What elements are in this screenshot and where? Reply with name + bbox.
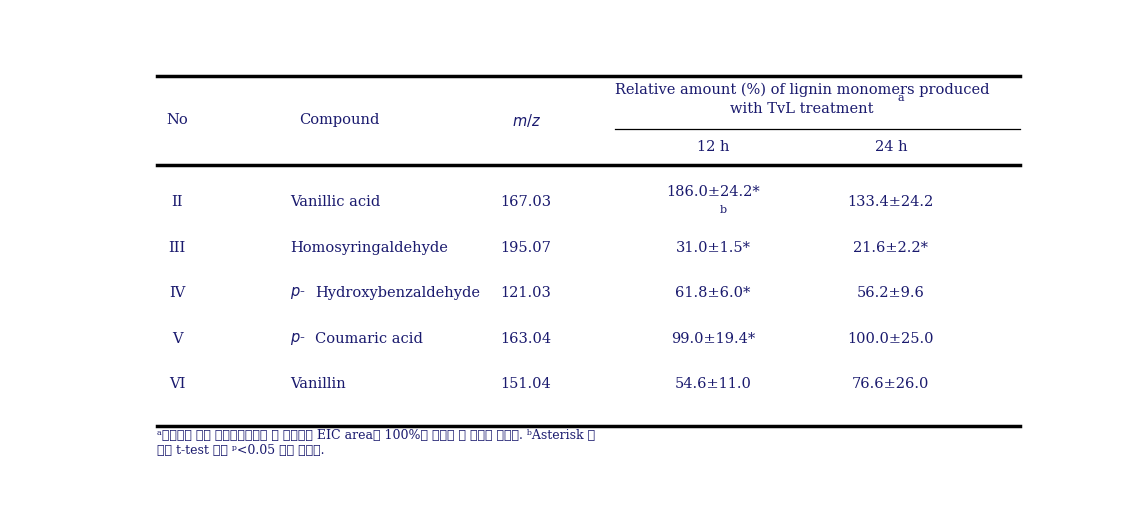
Text: Compound: Compound [298,113,380,127]
Text: 151.04: 151.04 [501,377,551,391]
Text: 163.04: 163.04 [501,332,552,346]
Text: 99.0±19.4*: 99.0±19.4* [670,332,755,346]
Text: 12 h: 12 h [697,140,729,154]
Text: VI: VI [169,377,186,391]
Text: 54.6±11.0: 54.6±11.0 [675,377,751,391]
Text: 31.0±1.5*: 31.0±1.5* [675,241,751,255]
Text: II: II [171,195,183,209]
Text: IV: IV [169,286,186,300]
Text: V: V [172,332,183,346]
Text: 186.0±24.2*: 186.0±24.2* [666,185,760,199]
Text: 24 h: 24 h [875,140,907,154]
Text: Coumaric acid: Coumaric acid [316,332,424,346]
Text: 56.2±9.6: 56.2±9.6 [856,286,925,300]
Text: Vanillin: Vanillin [290,377,346,391]
Text: 121.03: 121.03 [501,286,551,300]
Text: 133.4±24.2: 133.4±24.2 [847,195,934,209]
Text: Relative amount (%) of lignin monomers produced: Relative amount (%) of lignin monomers p… [614,82,990,97]
Text: Homosyringaldehyde: Homosyringaldehyde [290,241,448,255]
Text: No: No [166,113,188,127]
Text: with TvL treatment: with TvL treatment [730,102,874,116]
Text: $p$-: $p$- [290,285,305,301]
Text: 61.8±6.0*: 61.8±6.0* [675,286,751,300]
Text: $p$-: $p$- [290,331,305,347]
Text: b: b [720,205,727,215]
Text: 76.6±26.0: 76.6±26.0 [852,377,930,391]
Text: a: a [898,93,905,103]
Text: 195.07: 195.07 [501,241,551,255]
Text: Vanillic acid: Vanillic acid [290,195,380,209]
Text: III: III [169,241,186,255]
Text: 167.03: 167.03 [501,195,552,209]
Text: $m/z$: $m/z$ [512,112,541,128]
Text: 100.0±25.0: 100.0±25.0 [847,332,934,346]
Text: 21.6±2.2*: 21.6±2.2* [853,241,929,255]
Text: Hydroxybenzaldehyde: Hydroxybenzaldehyde [316,286,480,300]
Text: 시는 t-test 결과 ᵖ<0.05 값을 나타냄.: 시는 t-test 결과 ᵖ<0.05 값을 나타냄. [157,444,325,457]
Text: ᵃ결과값은 효소 무처리구에서의 각 화합물의 EIC area을 100%로 하였을 때 증감을 나타냄. ᵇAsterisk 표: ᵃ결과값은 효소 무처리구에서의 각 화합물의 EIC area을 100%로 … [157,429,595,442]
